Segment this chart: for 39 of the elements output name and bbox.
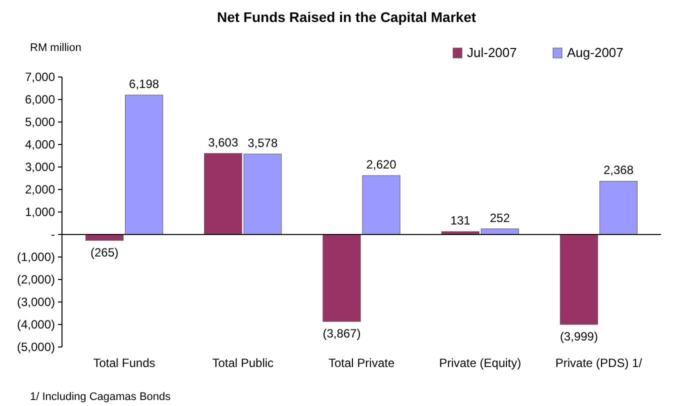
x-tick-label: Total Public [212,356,274,370]
data-label: (265) [90,245,119,260]
bar [599,180,638,235]
bar [560,234,598,325]
data-label: 3,603 [208,135,238,150]
bar [322,234,361,322]
y-tick-label: 1,000 [24,205,56,219]
y-tick-label: (2,000) [16,272,55,286]
x-tick-label: Private (PDS) 1/ [555,356,643,370]
legend-label: Jul-2007 [467,45,517,60]
bar [362,175,400,235]
y-tick-label: (5,000) [16,340,55,354]
bar [85,234,124,241]
x-tick-label: Private (Equity) [439,356,522,370]
data-label: 3,578 [248,136,278,150]
text: 1/ Including Cagamas Bonds [30,391,172,403]
data-label: 131 [450,214,471,228]
data-label: 252 [490,210,510,225]
legend-label: Aug-2007 [567,45,624,60]
y-tick-label: 6,000 [24,92,56,106]
y-tick-label: 7,000 [24,70,56,84]
data-label: 2,368 [603,163,634,178]
x-tick-label: Total Funds [93,356,156,370]
y-tick-label: (4,000) [16,318,55,332]
chart-title: Net Funds Raised in the Capital Market [216,9,476,25]
data-label: 6,198 [129,77,160,92]
bar [125,94,164,235]
x-tick-label: Total Private [328,356,395,370]
y-tick-label: 5,000 [24,115,56,129]
data-label: 2,620 [366,158,397,172]
y-tick-label: 2,000 [24,182,56,196]
y-tick-label: (3,000) [16,295,55,309]
data-label: (3,867) [322,326,361,341]
y-tick-label: 3,000 [24,160,56,174]
data-label: (3,999) [560,329,598,344]
y-tick-label: (1,000) [16,250,55,264]
y-tick-label: 4,000 [24,138,56,152]
y-tick-label: - [51,228,55,242]
y-axis-title: RM million [30,42,82,54]
